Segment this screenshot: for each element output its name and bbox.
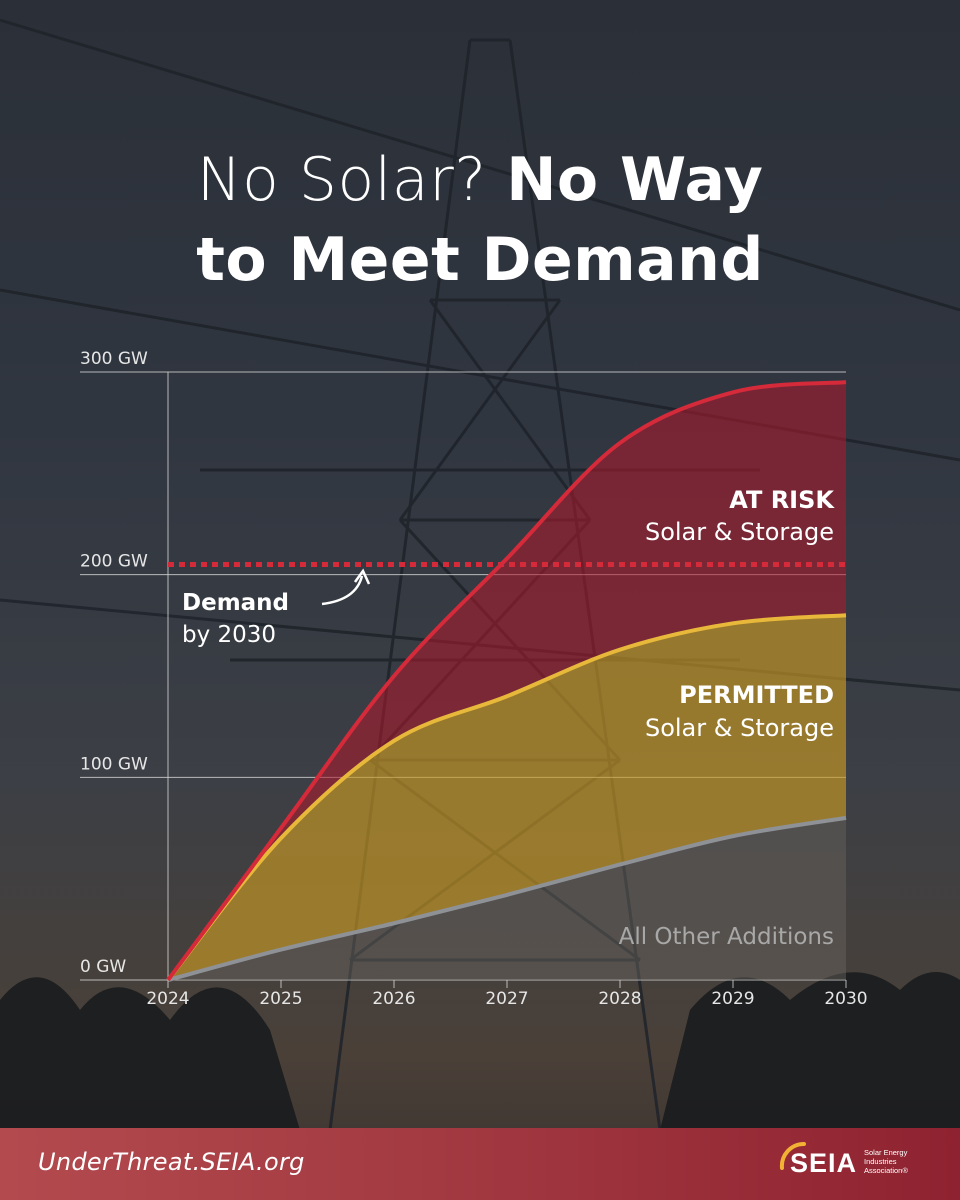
permitted-area: [168, 615, 846, 980]
x-tick-label: 2027: [485, 989, 528, 1009]
title-bold-1: No Way: [506, 145, 764, 215]
logo-subtext: Solar Energy Industries Association®: [864, 1148, 908, 1175]
seia-logo[interactable]: SEIA Solar Energy Industries Association…: [774, 1138, 934, 1190]
sun-arc-icon: [779, 1141, 806, 1170]
demand-sublabel: by 2030: [182, 622, 276, 648]
demand-arrowhead-icon: [353, 568, 371, 585]
footer-url-link[interactable]: UnderThreat.SEIA.org: [38, 1148, 305, 1176]
x-tick-label: 2025: [259, 989, 302, 1009]
capacity-chart: 0 GW 100 GW 200 GW 300 GW 2024 2025 2026 2027 20…: [80, 349, 868, 1009]
x-tick-label: 2026: [372, 989, 415, 1009]
x-tick-label: 2029: [711, 989, 754, 1009]
title-light: No Solar?: [196, 145, 487, 215]
y-tick-label: 0 GW: [80, 957, 126, 977]
x-tick-label: 2028: [598, 989, 641, 1009]
series-line-at-risk: [166, 380, 847, 982]
at-risk-area: [168, 382, 846, 981]
other-label: All Other Additions: [619, 924, 834, 950]
x-tick-label: 2024: [146, 989, 189, 1009]
permitted-sublabel: Solar & Storage: [645, 714, 834, 742]
footer-bar: UnderThreat.SEIA.org SEIA Solar Energy I…: [0, 1128, 960, 1200]
permitted-label: PERMITTED: [679, 681, 834, 709]
demand-arrow-icon: [321, 575, 364, 606]
at-risk-sublabel: Solar & Storage: [645, 518, 834, 546]
series-line-other: [167, 815, 847, 982]
x-tick-label: 2030: [824, 989, 867, 1009]
title-bold-2: to Meet Demand: [196, 225, 764, 295]
at-risk-label: AT RISK: [729, 486, 835, 514]
demand-label: Demand: [182, 590, 289, 616]
y-tick-label: 200 GW: [80, 552, 148, 572]
page-title: No Solar? No Way to Meet Demand: [0, 140, 960, 300]
y-tick-label: 100 GW: [80, 754, 148, 774]
logo-text: SEIA: [790, 1148, 858, 1178]
other-area: [168, 817, 846, 980]
y-tick-label: 300 GW: [80, 349, 148, 369]
series-line-permitted: [166, 613, 847, 982]
